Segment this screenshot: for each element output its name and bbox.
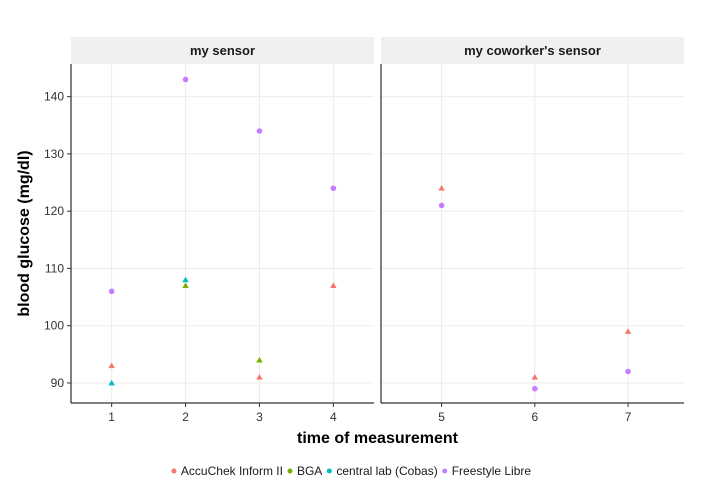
facet-strip-bg bbox=[71, 37, 374, 64]
x-tick-label: 6 bbox=[531, 410, 538, 424]
data-point bbox=[330, 282, 337, 289]
data-point bbox=[531, 374, 539, 380]
x-axis-title: time of measurement bbox=[297, 430, 459, 447]
data-point bbox=[108, 379, 115, 386]
data-point bbox=[182, 76, 189, 83]
x-tick-label: 3 bbox=[256, 410, 263, 424]
facet-strip-label: my coworker's sensor bbox=[464, 43, 601, 58]
legend-key bbox=[326, 468, 332, 474]
legend-label: AccuChek Inform II bbox=[181, 464, 283, 478]
data-point bbox=[182, 276, 189, 283]
legend-key bbox=[287, 468, 293, 474]
y-tick-label: 130 bbox=[44, 147, 64, 161]
x-tick-label: 2 bbox=[182, 410, 189, 424]
data-point bbox=[532, 385, 538, 392]
data-point bbox=[182, 282, 189, 289]
y-axis-title: blood glucose (mg/dl) bbox=[16, 150, 33, 316]
data-point bbox=[438, 185, 445, 191]
facet-strip-bg bbox=[381, 37, 684, 64]
x-tick-label: 7 bbox=[625, 410, 632, 424]
data-point bbox=[108, 288, 115, 295]
y-tick-label: 140 bbox=[44, 90, 64, 104]
data-point bbox=[438, 202, 445, 209]
data-point bbox=[256, 128, 263, 134]
data-point bbox=[330, 185, 337, 192]
data-point bbox=[624, 328, 632, 334]
legend-label: BGA bbox=[297, 464, 322, 478]
facet-strip-label: my sensor bbox=[190, 43, 255, 58]
y-tick-label: 120 bbox=[44, 204, 64, 218]
y-tick-label: 100 bbox=[44, 319, 64, 333]
y-tick-label: 90 bbox=[51, 376, 65, 390]
legend-key bbox=[442, 468, 448, 474]
x-tick-label: 1 bbox=[108, 410, 115, 424]
legend-label: central lab (Cobas) bbox=[336, 464, 437, 478]
y-tick-label: 110 bbox=[45, 261, 64, 275]
data-point bbox=[625, 368, 631, 375]
legend-label: Freestyle Libre bbox=[452, 464, 532, 478]
data-point bbox=[256, 356, 263, 363]
data-point bbox=[108, 362, 115, 369]
x-tick-label: 4 bbox=[330, 410, 337, 424]
data-point bbox=[256, 374, 263, 380]
x-tick-label: 5 bbox=[438, 410, 445, 424]
legend-key bbox=[171, 468, 177, 474]
